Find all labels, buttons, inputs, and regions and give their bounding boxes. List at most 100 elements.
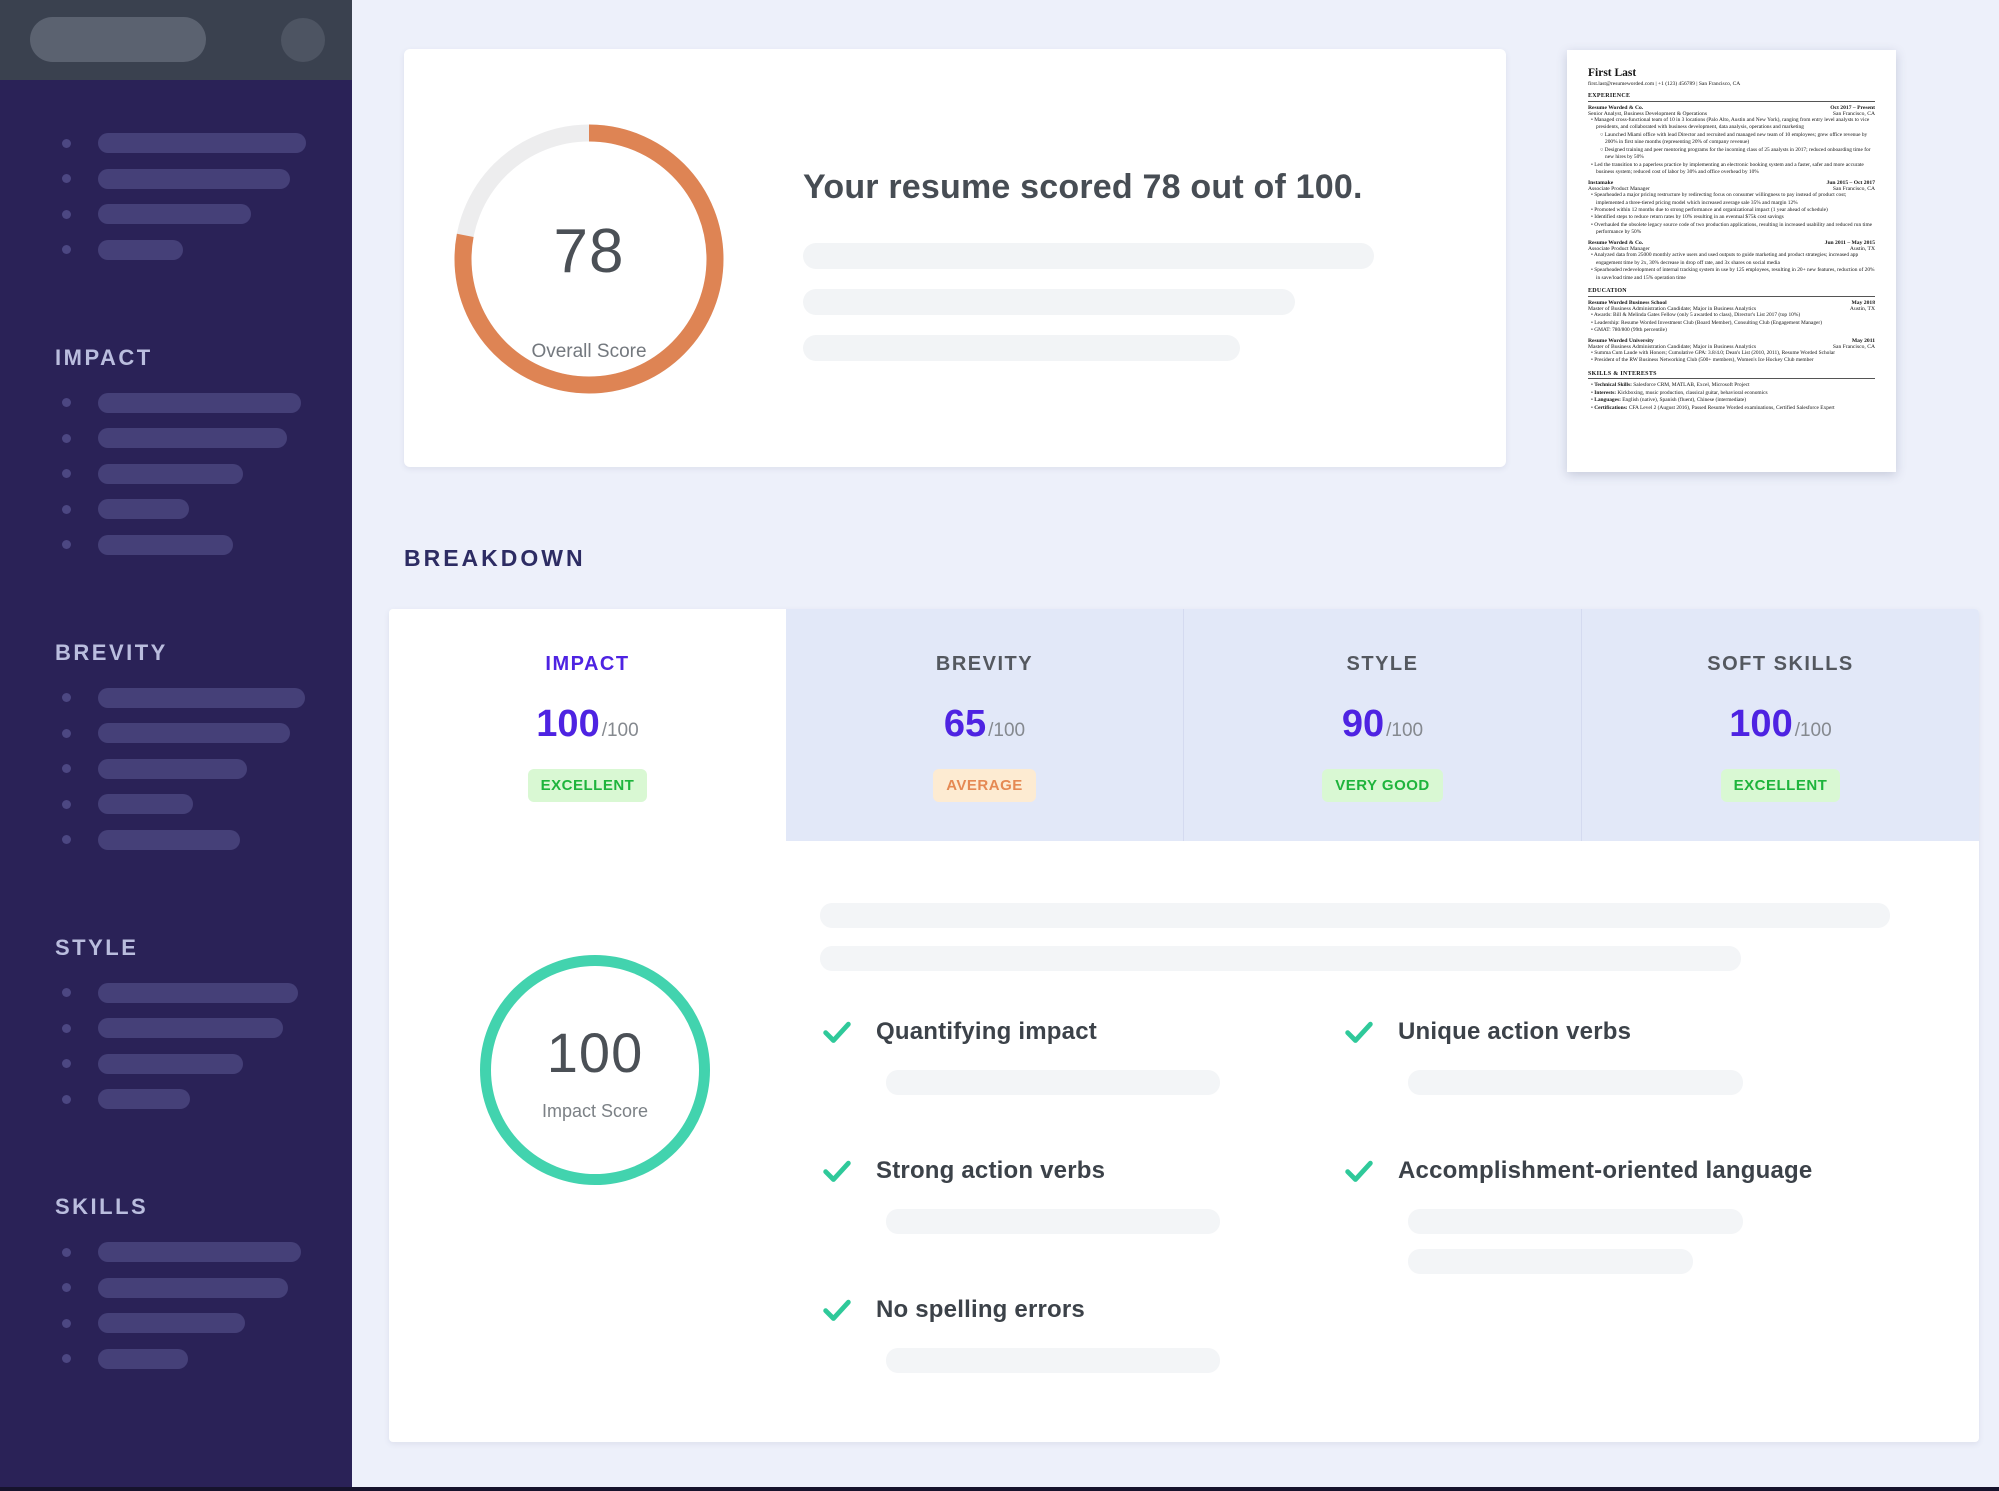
resume-bullet: • Awards: Bill & Melinda Gates Fellow (o…	[1591, 312, 1801, 319]
resume-preview[interactable]: First Last first.last@resumeworded.com |…	[1567, 50, 1896, 472]
resume-name: First Last	[1588, 67, 1637, 79]
sidebar-header	[0, 0, 352, 80]
tab-score-value: 65	[943, 703, 987, 745]
check-line: Quantifying impact	[820, 1012, 1342, 1052]
tab-score-denominator: /100	[988, 720, 1026, 741]
bullet-icon	[62, 693, 71, 702]
sidebar-item-placeholder	[98, 168, 290, 189]
sidebar-item-placeholder	[98, 1277, 288, 1298]
tab-score-denominator: /100	[601, 720, 639, 741]
tab-title: IMPACT	[545, 653, 630, 675]
resume-entry-dates: Jun 2011 – May 2015	[1824, 240, 1875, 247]
resume-bullet: • Led the transition to a paperless prac…	[1591, 161, 1864, 176]
resume-entry-role: Master of Business Administration Candid…	[1588, 306, 1757, 313]
text-placeholder-bar	[886, 1209, 1220, 1234]
tab-brevity[interactable]: BREVITY 65/100 AVERAGE	[786, 609, 1183, 841]
logo-placeholder	[30, 17, 206, 62]
resume-entry-dates: Oct 2017 – Present	[1830, 105, 1875, 111]
check-label: Quantifying impact	[876, 1018, 1097, 1045]
sidebar-item	[0, 1053, 352, 1074]
check-detail-placeholder	[886, 1348, 1342, 1373]
sidebar-item	[0, 1018, 352, 1038]
sidebar-item-placeholder	[98, 392, 301, 413]
overall-score-value: 78	[553, 217, 625, 286]
check-line: Accomplishment-oriented language	[1342, 1151, 1812, 1191]
resume-entry-dates: Jun 2015 – Oct 2017	[1826, 180, 1875, 187]
resume-entry-subheader: Associate Product Manager Austin, TX	[1588, 246, 1875, 252]
sidebar-item-placeholder	[98, 1313, 245, 1333]
sidebar-nav: IMPACT BREVITY STYLE SKILLS	[0, 80, 352, 1369]
bullet-icon	[62, 1059, 71, 1068]
checkmark-icon	[1345, 1021, 1373, 1043]
tab-rating-badge: AVERAGE	[933, 769, 1036, 802]
resume-section-heading: SKILLS & INTERESTS	[1588, 371, 1875, 380]
overall-score-donut: 78 Overall Score	[454, 124, 724, 394]
check-line: No spelling errors	[820, 1290, 1342, 1330]
tab-rating-badge: VERY GOOD	[1322, 769, 1443, 802]
checkmark-icon	[823, 1299, 851, 1321]
sidebar-item-placeholder	[98, 499, 189, 519]
resume-entry-header: Resume Worded & Co. Oct 2017 – Present	[1588, 105, 1875, 111]
impact-score-label: Impact Score	[541, 1101, 649, 1121]
bullet-icon	[62, 764, 71, 773]
check-label: Strong action verbs	[876, 1157, 1106, 1184]
resume-bullet: ○ Designed training and peer mentoring p…	[1600, 146, 1871, 161]
sidebar-item-placeholder	[98, 982, 298, 1003]
sidebar-item-placeholder	[98, 794, 193, 814]
resume-entry-role: Senior Analyst, Business Development & O…	[1588, 111, 1708, 117]
tab-score-value: 100	[536, 703, 600, 745]
resume-entry-dates: May 2018	[1851, 300, 1875, 307]
bullet-icon	[62, 433, 71, 443]
sidebar-item	[0, 829, 352, 850]
check-label: Unique action verbs	[1398, 1018, 1632, 1045]
resume-bullet: • Languages: English (native), Spanish (…	[1591, 397, 1747, 404]
impact-checklist: Quantifying impact Unique action verbs Str…	[820, 1012, 1812, 1429]
resume-bullet: • Overhauled the obsolete legacy source …	[1591, 221, 1873, 236]
impact-score-ring: 100 Impact Score	[480, 955, 710, 1185]
headline-placeholder-text	[803, 243, 1374, 361]
resume-entry-location: Austin, TX	[1849, 246, 1875, 253]
tab-impact[interactable]: IMPACT 100/100 EXCELLENT	[389, 609, 786, 841]
check-label: Accomplishment-oriented language	[1398, 1157, 1813, 1184]
text-placeholder-bar	[1408, 1209, 1743, 1234]
bullet-icon	[62, 1354, 71, 1363]
sidebar-section-label-style: STYLE	[55, 934, 139, 960]
sidebar-item	[0, 392, 352, 413]
sidebar-section-label-brevity: BREVITY	[55, 639, 168, 665]
tab-score: 90/100	[1184, 703, 1581, 747]
avatar-placeholder[interactable]	[281, 18, 325, 62]
resume-entry-subheader: Associate Product Manager San Francisco, …	[1588, 186, 1875, 192]
resume-entry-org: Resume Worded University	[1588, 338, 1654, 345]
sidebar-item-placeholder	[98, 534, 233, 555]
tab-score-value: 100	[1729, 703, 1793, 745]
checkmark-icon	[1345, 1160, 1373, 1182]
check-item: Accomplishment-oriented language	[1342, 1151, 1812, 1290]
resume-bullet: • Certifications: CFA Level 2 (August 20…	[1591, 404, 1835, 411]
resume-bullet: • President of the RW Business Networkin…	[1591, 357, 1814, 364]
breakdown-title: BREAKDOWN	[404, 545, 586, 571]
tab-score: 100/100	[1582, 703, 1979, 747]
sidebar-item	[0, 534, 352, 555]
bullet-icon	[62, 398, 71, 407]
window-bottom-edge	[0, 1487, 1999, 1491]
resume-entry-role: Associate Product Manager	[1588, 246, 1650, 253]
bullet-icon	[62, 504, 71, 514]
tab-soft-skills[interactable]: SOFT SKILLS 100/100 EXCELLENT	[1581, 609, 1979, 841]
bullet-icon	[62, 174, 71, 183]
tab-score-value: 90	[1341, 703, 1385, 745]
resume-entry-location: San Francisco, CA	[1832, 111, 1875, 117]
sidebar-item	[0, 723, 352, 743]
resume-bullet: • Analyzed data from 25000 monthly activ…	[1591, 252, 1859, 266]
resume-section-heading: EDUCATION	[1588, 288, 1875, 297]
sidebar-item	[0, 1089, 352, 1109]
tab-title: SOFT SKILLS	[1707, 653, 1854, 675]
resume-entry-org: Resume Worded Business School	[1588, 300, 1667, 307]
check-detail-placeholder	[886, 1070, 1342, 1095]
bullet-icon	[62, 469, 71, 478]
text-placeholder-bar	[820, 903, 1890, 928]
sidebar-item	[0, 239, 352, 260]
bullet-icon	[62, 728, 71, 738]
resume-entry-org: Resume Worded & Co.	[1588, 105, 1644, 111]
resume-bullet: • Spearheaded redevelopment of internal …	[1591, 267, 1875, 281]
tab-style[interactable]: STYLE 90/100 VERY GOOD	[1183, 609, 1581, 841]
